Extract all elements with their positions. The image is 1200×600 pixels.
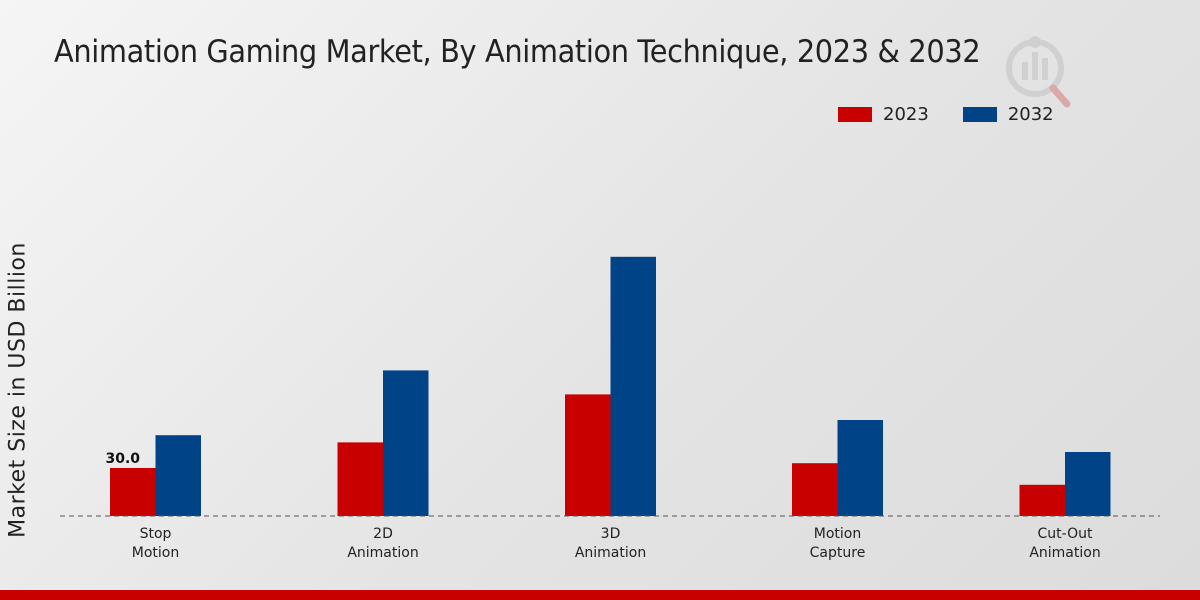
- bottom-accent-bar: [0, 590, 1200, 600]
- bar-2032-2: [610, 256, 656, 516]
- legend-item-2032: 2032: [962, 104, 1054, 125]
- x-tick-label-1-1: Animation: [347, 545, 418, 561]
- legend-swatch-2032: [962, 107, 997, 122]
- bar-2023-2: [565, 394, 611, 516]
- x-tick-label-4-0: Cut-Out: [1038, 526, 1093, 542]
- bar-2032-0: [155, 435, 201, 516]
- bar-2023-0: [110, 468, 156, 516]
- chart-title: Animation Gaming Market, By Animation Te…: [54, 34, 981, 70]
- x-tick-label-2-0: 3D: [601, 526, 621, 542]
- x-tick-label-0-1: Motion: [132, 545, 179, 561]
- x-tick-label-0-0: Stop: [140, 526, 172, 542]
- bar-2032-3: [837, 420, 883, 516]
- bar-2023-4: [1019, 484, 1065, 516]
- legend-swatch-2023: [838, 107, 872, 122]
- bar-2032-1: [383, 370, 429, 516]
- chart-logo-icon: [1005, 28, 1075, 117]
- legend-label-2023: 2023: [883, 104, 929, 125]
- x-tick-label-2-1: Animation: [575, 545, 646, 561]
- legend: 2023 2032: [838, 104, 1088, 125]
- bar-2023-1: [337, 442, 383, 516]
- x-tick-label-4-1: Animation: [1029, 545, 1100, 561]
- x-tick-label-3-0: Motion: [814, 526, 861, 542]
- bar-2032-4: [1065, 452, 1111, 516]
- data-label-0: 30.0: [105, 451, 140, 467]
- legend-item-2023: 2023: [838, 104, 929, 125]
- x-tick-label-1-0: 2D: [373, 526, 393, 542]
- bar-2023-3: [792, 463, 838, 516]
- legend-label-2032: 2032: [1007, 104, 1054, 125]
- x-tick-label-3-1: Capture: [810, 545, 866, 561]
